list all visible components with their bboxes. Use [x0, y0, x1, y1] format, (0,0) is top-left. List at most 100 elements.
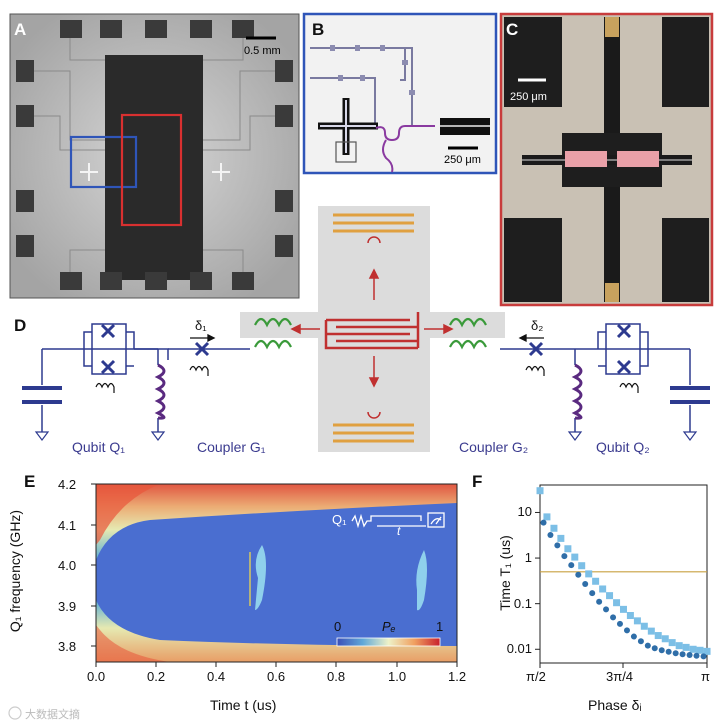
- zoom-box-blue: [69, 135, 138, 189]
- f-point-square: [543, 513, 551, 521]
- panel-b-photo: [302, 12, 498, 175]
- f-point-circle: [672, 650, 679, 657]
- label-delta2: δ₂: [531, 318, 544, 333]
- f-ytick-label: 0.1: [513, 595, 532, 611]
- label-delta1: δ₁: [195, 318, 207, 333]
- e-ytick-1: 4.1: [58, 518, 77, 533]
- scale-label-a: 0.5 mm: [244, 45, 281, 57]
- zoom-box-red: [120, 113, 183, 227]
- e-xtick-2: 0.4: [207, 669, 226, 684]
- e-ytick-3: 3.9: [58, 599, 77, 614]
- f-point-square: [585, 570, 593, 578]
- e-xtick-0: 0.0: [87, 669, 106, 684]
- panel-label-c: C: [506, 20, 519, 39]
- f-point-circle: [568, 562, 575, 569]
- f-point-square: [550, 524, 558, 532]
- e-xtick-4: 0.8: [327, 669, 346, 684]
- f-point-circle: [700, 653, 707, 660]
- panel-d-schematic: [22, 206, 710, 452]
- watermark: 大数据文摘: [25, 709, 80, 721]
- e-ytick-2: 4.0: [58, 558, 77, 573]
- f-xtick-1: 3π/4: [606, 669, 634, 684]
- panel-c-photo: [499, 12, 714, 307]
- panel-label-e: E: [24, 472, 36, 491]
- e-colorbar-label: Pₑ: [382, 619, 396, 634]
- f-point-square: [682, 643, 690, 651]
- e-colorbar-max: 1: [436, 619, 444, 634]
- f-point-circle: [630, 633, 637, 640]
- panel-label-b: B: [312, 20, 325, 39]
- label-qubit-q1: Qubit Q₁: [72, 439, 125, 455]
- f-point-circle: [665, 648, 672, 655]
- f-point-square: [703, 647, 711, 655]
- e-inset-t: t: [397, 524, 401, 538]
- f-point-square: [689, 645, 697, 653]
- f-point-square: [647, 627, 655, 635]
- f-ytick-label: 0.01: [506, 641, 532, 657]
- pulse-inset: [351, 512, 445, 529]
- f-point-square: [626, 612, 634, 620]
- f-point-circle: [589, 590, 596, 597]
- e-xtick-5: 1.0: [388, 669, 407, 684]
- label-coupler-g2: Coupler G₂: [459, 439, 529, 455]
- f-xlabel: Phase δᵢ: [588, 697, 642, 713]
- e-ylabel: Q₁ frequency (GHz): [7, 509, 24, 633]
- panel-label-d: D: [14, 316, 27, 335]
- f-ytick-label: 10: [517, 504, 532, 520]
- revival-feature-2: [416, 550, 427, 611]
- f-point-square: [599, 585, 607, 593]
- chip-center-region: [105, 55, 203, 280]
- scale-label-b: 250 μm: [444, 154, 481, 166]
- colorbar: [336, 637, 441, 647]
- f-xtick-2: π: [701, 669, 710, 684]
- panel-f-plot: [535, 484, 711, 668]
- e-xtick-6: 1.2: [448, 669, 467, 684]
- e-ytick-0: 4.2: [58, 477, 77, 492]
- f-point-square: [557, 534, 565, 542]
- e-ytick-4: 3.8: [58, 639, 77, 654]
- f-point-circle: [596, 598, 603, 605]
- f-point-circle: [623, 627, 630, 634]
- f-point-circle: [637, 638, 644, 645]
- f-point-circle: [603, 606, 610, 613]
- f-point-square: [640, 622, 648, 630]
- e-xtick-3: 0.6: [267, 669, 286, 684]
- label-qubit-q2: Qubit Q₂: [596, 439, 650, 455]
- f-point-circle: [686, 651, 693, 658]
- f-point-square: [613, 599, 621, 607]
- panel-e-heatmap: [91, 483, 458, 667]
- panel-label-a: A: [14, 20, 27, 39]
- f-point-square: [564, 545, 572, 553]
- f-xtick-0: π/2: [526, 669, 546, 684]
- f-point-square: [675, 642, 683, 650]
- e-xlabel: Time t (us): [210, 697, 277, 713]
- f-ylabel: Time T₁ (us): [496, 535, 513, 611]
- e-xtick-1: 0.2: [147, 669, 166, 684]
- watermark-logo: [8, 706, 22, 720]
- f-point-circle: [658, 647, 665, 654]
- f-point-square: [654, 632, 662, 640]
- f-point-circle: [616, 620, 623, 627]
- f-point-square: [592, 577, 600, 585]
- f-point-square: [606, 592, 614, 600]
- f-point-square: [633, 617, 641, 625]
- f-point-circle: [693, 652, 700, 659]
- f-point-square: [571, 553, 579, 561]
- f-ytick-label: 1: [524, 550, 532, 566]
- e-inset-q1: Q₁: [332, 512, 347, 527]
- revival-feature-1: [255, 545, 266, 610]
- f-point-square: [696, 646, 704, 654]
- f-point-circle: [575, 571, 582, 578]
- f-point-circle: [540, 519, 547, 526]
- label-coupler-g1: Coupler G₁: [197, 439, 266, 455]
- f-point-circle: [679, 651, 686, 658]
- f-point-circle: [582, 580, 589, 587]
- scale-label-c: 250 μm: [510, 91, 547, 103]
- f-point-circle: [554, 542, 561, 549]
- f-point-square: [661, 635, 669, 643]
- f-point-circle: [561, 553, 568, 560]
- f-point-circle: [651, 645, 658, 652]
- e-colorbar-min: 0: [334, 619, 342, 634]
- f-point-square: [536, 487, 544, 495]
